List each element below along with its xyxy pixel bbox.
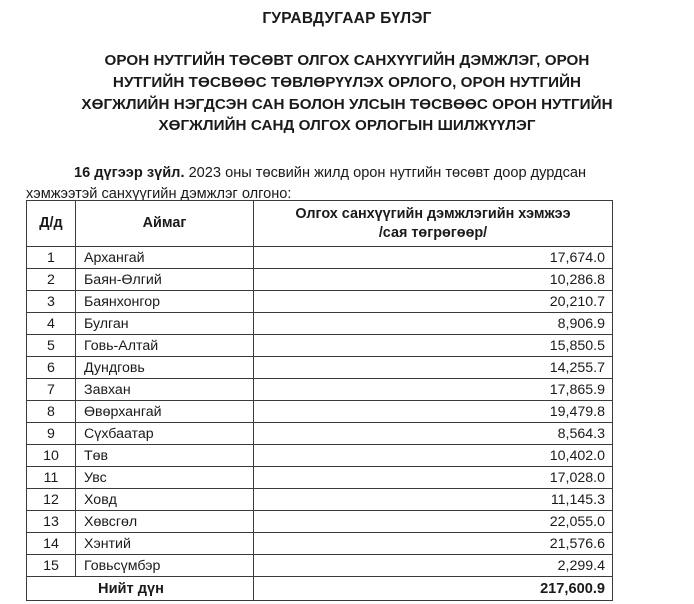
row-index: 13: [26, 510, 76, 534]
row-amount-value: 21,576.6: [253, 532, 613, 556]
row-province-name: Өвөрхангай: [75, 400, 254, 424]
chapter-title: ГУРАВДУГААР БҮЛЭГ: [262, 10, 432, 27]
row-province-name: Төв: [75, 444, 254, 468]
total-label: Нийт дүн: [26, 576, 254, 602]
table-row: 4 Булган 8,906.9: [26, 312, 613, 336]
row-amount-value: 14,255.7: [253, 356, 613, 380]
table-row: 1 Архангай 17,674.0: [26, 246, 613, 270]
row-amount-value: 17,028.0: [253, 466, 613, 490]
row-province-name: Хөвсгөл: [75, 510, 254, 534]
row-amount-value: 19,479.8: [253, 400, 613, 424]
table-row: 9 Сүхбаатар 8,564.3: [26, 422, 613, 446]
row-index: 9: [26, 422, 76, 446]
row-province-name: Архангай: [75, 246, 254, 270]
row-province-name: Булган: [75, 312, 254, 336]
column-header-value: Олгох санхүүгийн дэмжлэгийн хэмжээ /сая …: [253, 199, 613, 248]
row-province-name: Баян-Өлгий: [75, 268, 254, 292]
row-index: 4: [26, 312, 76, 336]
row-amount-value: 11,145.3: [253, 488, 613, 512]
table-body: 1 Архангай 17,674.0 2 Баян-Өлгий 10,286.8 3 Бая…: [26, 246, 613, 602]
row-province-name: Баянхонгор: [75, 290, 254, 314]
column-header-value-line1: Олгох санхүүгийн дэмжлэгийн хэмжээ: [295, 206, 571, 222]
row-province-name: Сүхбаатар: [75, 422, 254, 446]
row-amount-value: 22,055.0: [253, 510, 613, 534]
row-amount-value: 20,210.7: [253, 290, 613, 314]
row-amount-value: 2,299.4: [253, 554, 613, 578]
table-row: 3 Баянхонгор 20,210.7: [26, 290, 613, 314]
table-row: 15 Говьсүмбэр 2,299.4: [26, 554, 613, 578]
row-province-name: Хэнтий: [75, 532, 254, 556]
article-intro-paragraph: 16 дүгээр зүйл. 2023 оны төсвийн жилд ор…: [0, 137, 694, 205]
document-heading: ОРОН НУТГИЙН ТӨСӨВТ ОЛГОХ САНХҮҮГИЙН ДЭМ…: [0, 28, 694, 136]
heading-line-4: ХӨГЖЛИЙН САНД ОЛГОХ ОРЛОГЫН ШИЛЖҮҮЛЭГ: [158, 117, 536, 135]
header-row: Д/д Аймаг Олгох санхүүгийн дэмжлэгийн хэ…: [26, 199, 613, 248]
table-row: 12 Ховд 11,145.3: [26, 488, 613, 512]
article-intro-text: 2023 оны төсвийн жилд орон нутгийн төсөв…: [26, 164, 587, 202]
table-row: 11 Увс 17,028.0: [26, 466, 613, 490]
row-amount-value: 17,865.9: [253, 378, 613, 402]
row-index: 2: [26, 268, 76, 292]
table-header: Д/д Аймаг Олгох санхүүгийн дэмжлэгийн хэ…: [26, 199, 613, 248]
row-index: 11: [26, 466, 76, 490]
column-header-value-line2: /сая төгрөгөөр/: [378, 224, 488, 241]
row-index: 6: [26, 356, 76, 380]
row-index: 12: [26, 488, 76, 512]
row-amount-value: 10,286.8: [253, 268, 613, 292]
row-index: 3: [26, 290, 76, 314]
row-province-name: Дундговь: [75, 356, 254, 380]
row-index: 1: [26, 246, 76, 270]
row-amount-value: 10,402.0: [253, 444, 613, 468]
table-row: 8 Өвөрхангай 19,479.8: [26, 400, 613, 424]
row-index: 8: [26, 400, 76, 424]
table-row: 14 Хэнтий 21,576.6: [26, 532, 613, 556]
table-row: 10 Төв 10,402.0: [26, 444, 613, 468]
row-province-name: Говьсүмбэр: [75, 554, 254, 578]
row-amount-value: 8,906.9: [253, 312, 613, 336]
heading-line-2: НУТГИЙН ТӨСВӨӨС ТӨВЛӨРҮҮЛЭХ ОРЛОГО, ОРОН…: [112, 73, 582, 91]
row-province-name: Увс: [75, 466, 254, 490]
column-header-index: Д/д: [26, 199, 76, 248]
table-row: 7 Завхан 17,865.9: [26, 378, 613, 402]
row-index: 5: [26, 334, 76, 358]
total-amount-value: 217,600.9: [253, 576, 613, 602]
table-total-row: Нийт дүн 217,600.9: [26, 576, 613, 602]
table-row: 6 Дундговь 14,255.7: [26, 356, 613, 380]
article-number: 16 дүгээр зүйл.: [74, 164, 185, 181]
row-amount-value: 17,674.0: [253, 246, 613, 270]
row-index: 14: [26, 532, 76, 556]
row-province-name: Завхан: [75, 378, 254, 402]
budget-table-container: Д/д Аймаг Олгох санхүүгийн дэмжлэгийн хэ…: [26, 199, 613, 602]
row-amount-value: 15,850.5: [253, 334, 613, 358]
row-province-name: Говь-Алтай: [75, 334, 254, 358]
row-amount-value: 8,564.3: [253, 422, 613, 446]
row-index: 10: [26, 444, 76, 468]
row-province-name: Ховд: [75, 488, 254, 512]
table-row: 2 Баян-Өлгий 10,286.8: [26, 268, 613, 292]
heading-line-3: ХӨГЖЛИЙН НЭГДСЭН САН БОЛОН УЛСЫН ТӨСВӨӨС…: [81, 95, 613, 113]
column-header-name: Аймаг: [75, 199, 254, 248]
table-row: 13 Хөвсгөл 22,055.0: [26, 510, 613, 534]
row-index: 7: [26, 378, 76, 402]
table-row: 5 Говь-Алтай 15,850.5: [26, 334, 613, 358]
budget-table: Д/д Аймаг Олгох санхүүгийн дэмжлэгийн хэ…: [26, 199, 613, 602]
heading-line-1: ОРОН НУТГИЙН ТӨСӨВТ ОЛГОХ САНХҮҮГИЙН ДЭМ…: [104, 52, 590, 70]
row-index: 15: [26, 554, 76, 578]
